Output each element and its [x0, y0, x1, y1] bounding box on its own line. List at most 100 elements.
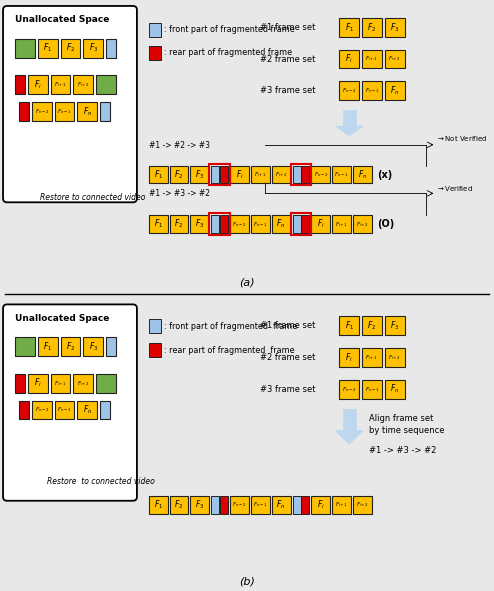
Text: $F_n$: $F_n$ [358, 168, 367, 181]
Text: $F_i$: $F_i$ [345, 53, 353, 65]
Text: $F_i$: $F_i$ [34, 377, 41, 389]
Bar [385, 82, 405, 100]
Text: $F_{n-1}$: $F_{n-1}$ [334, 170, 349, 179]
Bar [385, 316, 405, 335]
Bar [74, 374, 93, 392]
Text: $F_1$: $F_1$ [154, 168, 163, 181]
Text: (x): (x) [377, 170, 392, 180]
Bar [272, 165, 290, 183]
Bar [169, 215, 189, 233]
Bar [339, 18, 359, 37]
Text: $F_{n-1}$: $F_{n-1}$ [253, 220, 268, 229]
Bar [292, 496, 301, 514]
Bar [339, 316, 359, 335]
Bar [15, 337, 35, 356]
Bar [149, 215, 167, 233]
Bar [251, 215, 270, 233]
Bar [209, 213, 230, 235]
Bar [106, 38, 116, 57]
Text: : rear part of fragmented frame: : rear part of fragmented frame [164, 48, 292, 57]
Bar [191, 496, 209, 514]
Text: #3 frame set: #3 frame set [260, 86, 315, 95]
Text: $F_2$: $F_2$ [368, 21, 376, 34]
Text: $F_1$: $F_1$ [43, 42, 52, 54]
Bar [220, 496, 228, 514]
Bar [332, 165, 351, 183]
Bar [61, 337, 81, 356]
Bar [100, 401, 110, 420]
Bar [149, 496, 167, 514]
Bar [211, 496, 219, 514]
Bar [211, 165, 219, 183]
Text: $F_{i+2}$: $F_{i+2}$ [356, 220, 369, 229]
Bar [55, 401, 75, 420]
Bar [15, 374, 25, 392]
Bar [292, 165, 301, 183]
Text: Restore to connected video: Restore to connected video [40, 193, 145, 202]
Bar [78, 102, 97, 121]
Text: $F_3$: $F_3$ [390, 21, 400, 34]
Bar [61, 38, 81, 57]
Bar [19, 102, 29, 121]
Bar [353, 165, 372, 183]
Bar [251, 165, 270, 183]
Text: $F_1$: $F_1$ [154, 218, 163, 230]
Bar [28, 374, 48, 392]
Text: $F_n$: $F_n$ [277, 218, 286, 230]
Text: $F_1$: $F_1$ [344, 320, 354, 332]
Text: Unallocated Space: Unallocated Space [15, 314, 109, 323]
Text: $F_{i+1}$: $F_{i+1}$ [54, 80, 67, 89]
Bar [220, 165, 228, 183]
Bar [100, 102, 110, 121]
Text: #2 frame set: #2 frame set [260, 353, 315, 362]
Bar [169, 165, 189, 183]
Bar [38, 337, 58, 356]
Text: (O): (O) [377, 219, 394, 229]
Text: $F_n$: $F_n$ [390, 383, 400, 395]
Text: $F_i$: $F_i$ [236, 168, 244, 181]
Text: Restore  to connected video: Restore to connected video [47, 478, 155, 486]
Bar [32, 401, 52, 420]
Bar [51, 374, 71, 392]
Bar [301, 215, 309, 233]
Bar [149, 165, 167, 183]
Bar [96, 374, 116, 392]
Text: $F_{n-2}$: $F_{n-2}$ [35, 107, 49, 116]
Bar [272, 215, 290, 233]
Bar [230, 165, 249, 183]
FancyBboxPatch shape [3, 6, 137, 202]
Bar [385, 18, 405, 37]
Text: (b): (b) [239, 576, 255, 586]
Bar [343, 110, 356, 126]
Bar [339, 82, 359, 100]
Text: $F_{i+1}$: $F_{i+1}$ [366, 54, 378, 63]
Text: $F_{i+1}$: $F_{i+1}$ [254, 170, 267, 179]
Text: $F_{i+2}$: $F_{i+2}$ [388, 353, 401, 362]
Text: Unallocated Space: Unallocated Space [15, 15, 109, 24]
Text: $F_2$: $F_2$ [174, 498, 184, 511]
Bar [362, 316, 382, 335]
Text: $F_2$: $F_2$ [174, 168, 184, 181]
Text: $F_{i+2}$: $F_{i+2}$ [275, 170, 288, 179]
Bar [96, 76, 116, 94]
Text: $F_{i+1}$: $F_{i+1}$ [335, 500, 348, 509]
Text: $F_2$: $F_2$ [66, 42, 75, 54]
Bar [353, 496, 372, 514]
Text: $F_2$: $F_2$ [174, 218, 184, 230]
Bar [15, 76, 25, 94]
Bar [149, 319, 161, 333]
Text: $F_{n-2}$: $F_{n-2}$ [342, 86, 356, 95]
Bar [19, 401, 29, 420]
Bar [362, 380, 382, 398]
Text: #1 frame set: #1 frame set [260, 23, 315, 32]
Text: $F_{i+2}$: $F_{i+2}$ [77, 80, 90, 89]
Bar [362, 348, 382, 367]
Bar [332, 496, 351, 514]
Bar [169, 496, 189, 514]
Text: $F_{n-1}$: $F_{n-1}$ [57, 107, 72, 116]
Text: $F_{n-2}$: $F_{n-2}$ [314, 170, 328, 179]
Text: $\rightarrow$Verified: $\rightarrow$Verified [436, 184, 473, 193]
Text: $F_3$: $F_3$ [390, 320, 400, 332]
Text: $F_n$: $F_n$ [82, 105, 92, 118]
Bar [290, 213, 311, 235]
